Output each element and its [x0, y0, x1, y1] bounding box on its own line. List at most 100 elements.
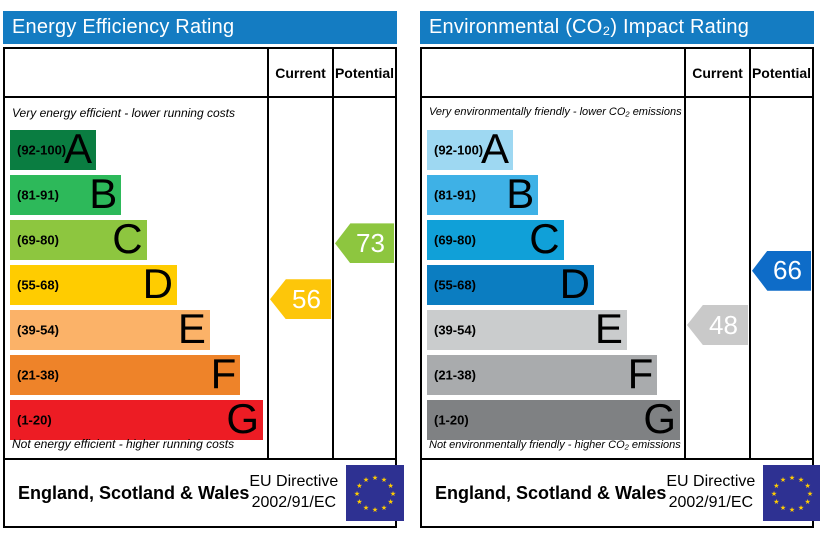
band-range-label: (21-38) [17, 367, 59, 383]
rating-scale-column: Very energy efficient - lower running co… [5, 98, 267, 458]
region-label: England, Scotland & Wales [18, 482, 250, 503]
panel-footer: England, Scotland & Wales EU Directive 2… [3, 460, 405, 528]
rating-band-b: (81-91) B [10, 170, 263, 218]
band-letter: D [142, 260, 173, 308]
rating-band-c: (69-80) C [427, 215, 680, 263]
potential-column-header: Potential [749, 49, 812, 96]
band-letter: F [210, 350, 237, 398]
top-note: Very energy efficient - lower running co… [12, 106, 235, 120]
band-letter: E [177, 305, 206, 353]
svg-text:★: ★ [388, 498, 394, 506]
band-range-label: (55-68) [17, 277, 59, 293]
eu-directive-label: EU Directive 2002/91/EC [249, 472, 338, 514]
svg-text:★: ★ [363, 476, 369, 484]
band-letter: G [226, 395, 259, 443]
svg-text:★: ★ [357, 482, 363, 490]
rating-band-f: (21-38) F [427, 350, 680, 398]
potential-column: 73 [332, 98, 395, 458]
svg-text:★: ★ [774, 498, 780, 506]
band-range-label: (92-100) [434, 142, 484, 158]
rating-bar-a: (92-100) A [427, 125, 514, 173]
svg-text:★: ★ [372, 506, 378, 514]
bottom-note: Not energy efficient - higher running co… [12, 437, 235, 451]
epc-certificate-page: Energy Efficiency Rating Current Potenti… [3, 11, 820, 528]
rating-bar-g: (1-20) G [427, 395, 680, 443]
rating-band-f: (21-38) F [10, 350, 263, 398]
band-range-label: (69-80) [434, 232, 476, 248]
svg-text:★: ★ [771, 490, 777, 498]
band-letter: A [64, 125, 93, 173]
svg-text:★: ★ [363, 504, 369, 512]
band-letter: B [89, 170, 118, 218]
eu-flag-icon: ★ ★ ★ ★ ★ ★ ★ ★ ★ ★ ★ ★ [763, 465, 820, 521]
rating-bar-b: (81-91) B [10, 170, 122, 218]
environmental-rating-table: Current Potential Very environmentally f… [420, 47, 814, 460]
potential-rating-arrow: 73 [335, 223, 394, 264]
eu-directive-line1: EU Directive [249, 473, 339, 491]
band-range-label: (21-38) [434, 367, 476, 383]
band-range-label: (1-20) [434, 412, 469, 428]
current-column-header: Current [684, 49, 749, 96]
table-body: Very environmentally friendly - lower CO… [422, 98, 812, 458]
svg-text:★: ★ [381, 476, 387, 484]
environmental-title-bar: Environmental (CO₂) Impact Rating [420, 11, 814, 44]
rating-bar-e: (39-54) E [10, 305, 210, 353]
svg-text:★: ★ [357, 498, 363, 506]
table-header-row: Current Potential [422, 49, 812, 98]
table-body: Very energy efficient - lower running co… [5, 98, 395, 458]
header-spacer-cell [422, 49, 684, 96]
rating-band-e: (39-54) E [10, 305, 263, 353]
energy-efficiency-panel: Energy Efficiency Rating Current Potenti… [3, 11, 405, 528]
table-header-row: Current Potential [5, 49, 395, 98]
rating-bar-g: (1-20) G [10, 395, 263, 443]
rating-bar-f: (21-38) F [427, 350, 658, 398]
svg-text:★: ★ [388, 482, 394, 490]
svg-text:★: ★ [805, 482, 811, 490]
rating-band-a: (92-100) A [10, 125, 263, 173]
panel-title: Energy Efficiency Rating [12, 16, 235, 38]
potential-rating-arrow: 66 [752, 250, 811, 291]
rating-bar-a: (92-100) A [10, 125, 97, 173]
band-letter: E [594, 305, 623, 353]
rating-bar-b: (81-91) B [427, 173, 539, 215]
band-letter: A [481, 125, 510, 173]
band-range-label: (55-68) [434, 277, 476, 293]
rating-bar-d: (55-68) D [427, 260, 594, 308]
current-column: 56 [267, 98, 332, 458]
rating-band-d: (55-68) D [10, 260, 263, 308]
rating-band-e: (39-54) E [427, 305, 680, 353]
environmental-impact-panel: Environmental (CO₂) Impact Rating Curren… [420, 11, 820, 528]
eu-flag-icon: ★ ★ ★ ★ ★ ★ ★ ★ ★ ★ ★ ★ [346, 465, 405, 521]
bottom-note: Not environmentally friendly - higher CO… [429, 439, 681, 451]
rating-bar-f: (21-38) F [10, 350, 241, 398]
svg-text:★: ★ [780, 476, 786, 484]
current-rating-arrow: 48 [687, 305, 748, 345]
rating-band-c: (69-80) C [10, 215, 263, 263]
rating-band-g: (1-20) G [10, 395, 263, 443]
header-spacer-cell [5, 49, 267, 96]
panel-footer: England, Scotland & Wales EU Directive 2… [420, 460, 820, 528]
band-range-label: (39-54) [17, 322, 59, 338]
svg-text:★: ★ [789, 506, 795, 514]
band-letter: C [112, 215, 143, 263]
eu-directive-line2: 2002/91/EC [251, 494, 337, 511]
band-letter: D [559, 260, 590, 308]
band-letter: C [529, 215, 560, 263]
svg-text:★: ★ [807, 490, 813, 498]
rating-band-d: (55-68) D [427, 260, 680, 308]
band-range-label: (69-80) [17, 232, 59, 248]
rating-bar-d: (55-68) D [10, 260, 177, 308]
svg-text:★: ★ [774, 482, 780, 490]
band-letter: F [627, 350, 654, 398]
svg-text:★: ★ [780, 504, 786, 512]
band-letter: G [643, 395, 676, 443]
current-rating-arrow: 56 [270, 279, 331, 320]
eu-directive-line2: 2002/91/EC [668, 494, 754, 511]
energy-rating-table: Current Potential Very energy efficient … [3, 47, 397, 460]
rating-scale-column: Very environmentally friendly - lower CO… [422, 98, 684, 458]
potential-column: 66 [749, 98, 812, 458]
svg-text:★: ★ [390, 490, 396, 498]
region-label: England, Scotland & Wales [435, 482, 667, 503]
svg-text:★: ★ [354, 490, 360, 498]
rating-band-g: (1-20) G [427, 395, 680, 443]
